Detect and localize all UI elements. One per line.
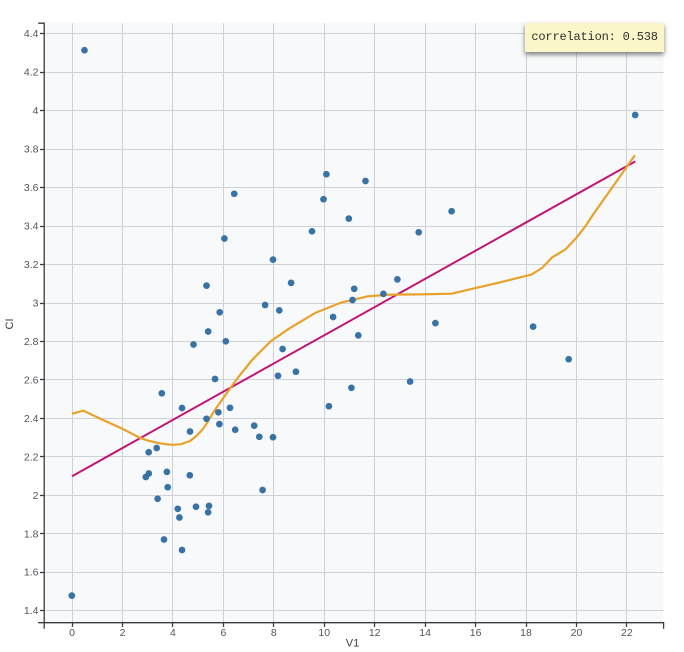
svg-text:3.2: 3.2 <box>24 259 39 271</box>
svg-text:18: 18 <box>520 627 532 639</box>
svg-text:8: 8 <box>271 627 277 639</box>
svg-text:3.6: 3.6 <box>24 182 39 194</box>
svg-text:1.4: 1.4 <box>24 605 39 617</box>
svg-text:3.4: 3.4 <box>24 221 39 233</box>
svg-text:4: 4 <box>33 105 39 117</box>
svg-text:20: 20 <box>571 627 583 639</box>
svg-text:2: 2 <box>33 490 39 502</box>
svg-text:14: 14 <box>419 627 431 639</box>
svg-text:22: 22 <box>621 627 633 639</box>
svg-text:CI: CI <box>4 319 16 330</box>
svg-text:2.4: 2.4 <box>24 413 39 425</box>
svg-text:1.8: 1.8 <box>24 528 39 540</box>
svg-text:6: 6 <box>220 627 226 639</box>
svg-text:3.8: 3.8 <box>24 144 39 156</box>
svg-text:0: 0 <box>69 627 75 639</box>
svg-text:2.6: 2.6 <box>24 374 39 386</box>
svg-text:2.8: 2.8 <box>24 336 39 348</box>
svg-text:2: 2 <box>120 627 126 639</box>
svg-text:3: 3 <box>33 297 39 309</box>
svg-text:12: 12 <box>369 627 381 639</box>
svg-text:10: 10 <box>318 627 330 639</box>
svg-text:16: 16 <box>470 627 482 639</box>
svg-text:1.6: 1.6 <box>24 567 39 579</box>
svg-text:4.4: 4.4 <box>24 28 39 40</box>
svg-text:4.2: 4.2 <box>24 67 39 79</box>
svg-text:2.2: 2.2 <box>24 451 39 463</box>
svg-text:4: 4 <box>170 627 176 639</box>
svg-text:V1: V1 <box>346 638 359 650</box>
